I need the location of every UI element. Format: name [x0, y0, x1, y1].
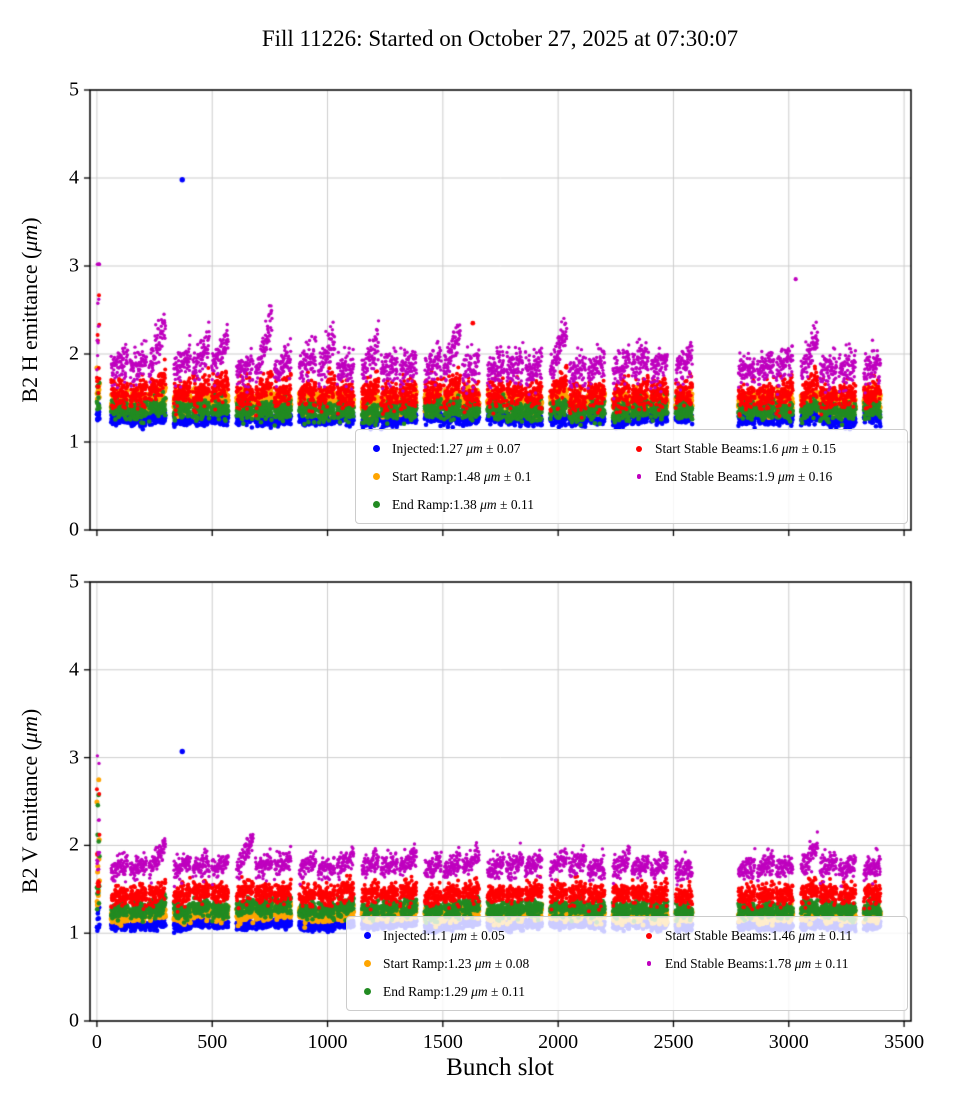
legend-item-start-stable-beams: Start Stable Beams:1.6 μm ± 0.15	[631, 438, 836, 459]
legend-bottom-plot: Injected:1.1 μm ± 0.05 Start Ramp:1.23 μm…	[346, 916, 908, 1011]
figure-title: Fill 11226: Started on October 27, 2025 …	[261, 26, 739, 51]
legend-marker-icon	[368, 501, 384, 508]
y-tick-label: 4	[69, 166, 79, 189]
legend-marker-icon	[631, 474, 647, 479]
legend-item-start-ramp: Start Ramp:1.23 μm ± 0.08	[359, 953, 641, 974]
legend-item-end-ramp: End Ramp:1.29 μm ± 0.11	[359, 981, 641, 1002]
legend-item-injected: Injected:1.27 μm ± 0.07	[368, 438, 631, 459]
legend-label: Start Stable Beams:1.6 μm ± 0.15	[655, 440, 837, 456]
legend-label: Start Stable Beams:1.46 μm ± 0.11	[665, 927, 853, 943]
legend-item-end-stable-beams: End Stable Beams:1.9 μm ± 0.16	[631, 466, 836, 487]
legend-marker-icon	[641, 961, 657, 966]
x-tick-label: 0	[91, 1031, 102, 1053]
legend-marker-icon	[359, 932, 375, 939]
y-tick-label: 2	[69, 833, 79, 856]
x-tick-label: 3500	[884, 1031, 925, 1053]
legend-label: Start Ramp:1.48 μm ± 0.1	[392, 468, 532, 484]
x-tick-label: 2000	[538, 1031, 579, 1053]
legend-marker-icon	[368, 473, 384, 480]
y-tick-label: 5	[69, 570, 79, 593]
legend-label: End Ramp:1.38 μm ± 0.11	[392, 496, 534, 512]
y-tick-label: 0	[69, 518, 79, 541]
legend-item-end-stable-beams: End Stable Beams:1.78 μm ± 0.11	[641, 953, 852, 974]
x-tick-label: 1000	[307, 1031, 348, 1053]
legend-marker-icon	[359, 988, 375, 995]
y-axis-label-bottom-plot: B2 V emittance (μm)	[17, 708, 42, 894]
x-tick-label: 3000	[768, 1031, 809, 1053]
legend-label: Start Ramp:1.23 μm ± 0.08	[383, 955, 530, 971]
legend-label: End Stable Beams:1.78 μm ± 0.11	[665, 955, 849, 971]
y-tick-label: 0	[69, 1009, 79, 1032]
legend-marker-icon	[359, 960, 375, 967]
legend-label: End Stable Beams:1.9 μm ± 0.16	[655, 468, 833, 484]
legend-item-end-ramp: End Ramp:1.38 μm ± 0.11	[368, 494, 631, 515]
y-axis-label-top-plot: B2 H emittance (μm)	[17, 217, 42, 403]
legend-top-plot: Injected:1.27 μm ± 0.07 Start Ramp:1.48 μ…	[355, 429, 908, 524]
y-tick-label: 3	[69, 746, 79, 769]
legend-item-start-ramp: Start Ramp:1.48 μm ± 0.1	[368, 466, 631, 487]
legend-marker-icon	[631, 445, 647, 452]
legend-label: Injected:1.27 μm ± 0.07	[392, 440, 521, 456]
x-tick-label: 1500	[422, 1031, 463, 1053]
legend-item-injected: Injected:1.1 μm ± 0.05	[359, 925, 641, 946]
y-tick-label: 5	[69, 78, 79, 101]
x-tick-label: 500	[197, 1031, 228, 1053]
legend-label: End Ramp:1.29 μm ± 0.11	[383, 983, 525, 999]
y-tick-label: 3	[69, 254, 79, 277]
x-axis-label: Bunch slot	[446, 1054, 554, 1081]
legend-item-start-stable-beams: Start Stable Beams:1.46 μm ± 0.11	[641, 925, 852, 946]
legend-marker-icon	[368, 445, 384, 452]
y-tick-label: 4	[69, 658, 79, 681]
legend-label: Injected:1.1 μm ± 0.05	[383, 927, 505, 943]
y-tick-label: 1	[69, 430, 79, 453]
legend-marker-icon	[641, 932, 657, 939]
x-tick-label: 2500	[653, 1031, 694, 1053]
y-tick-label: 1	[69, 921, 79, 944]
y-tick-label: 2	[69, 342, 79, 365]
